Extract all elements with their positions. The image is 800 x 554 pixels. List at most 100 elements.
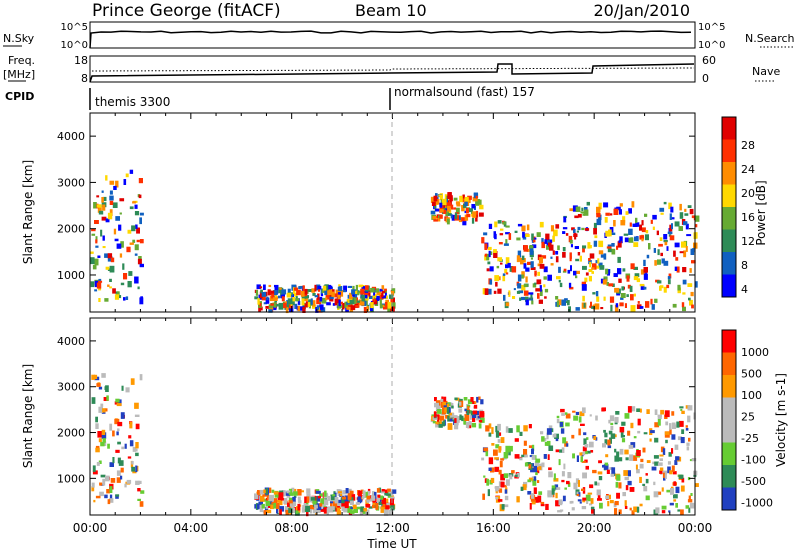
heatmap-cell [562,247,566,252]
heatmap-cell [388,491,394,496]
heatmap-cell [502,273,506,276]
heatmap-cell [101,432,107,439]
heatmap-cell [270,290,276,296]
heatmap-cell [276,502,280,509]
heatmap-cell [464,415,470,421]
colorbar-swatch [722,229,736,252]
heatmap-cell [274,290,277,296]
heatmap-cell [332,303,336,306]
heatmap-cell [677,509,681,512]
heatmap-cell [530,261,534,268]
heatmap-cell [384,292,387,296]
heatmap-cell [608,283,614,287]
heatmap-cell [494,457,499,460]
heatmap-cell [328,284,332,290]
heatmap-cell [342,490,347,495]
heatmap-cell [366,498,371,502]
heatmap-cell [685,428,689,431]
heatmap-cell [579,411,585,417]
heatmap-cell [681,477,685,483]
heatmap-cell [654,298,658,303]
heatmap-cell [669,423,672,430]
heatmap-cell [109,265,115,273]
heatmap-cell [464,210,467,214]
heatmap-cell [687,205,692,208]
heatmap-cell [507,450,511,456]
heatmap-cell [579,452,583,456]
heatmap-cell [580,423,585,426]
heatmap-cell [532,244,537,249]
heatmap-cell [274,284,279,288]
heatmap-cell [535,458,541,463]
heatmap-cell [486,268,490,272]
heatmap-cell [643,286,647,290]
heatmap-cell [653,455,659,459]
heatmap-cell [633,266,638,270]
heatmap-cell [509,445,513,452]
heatmap-cell [527,491,532,495]
heatmap-cell [541,462,545,468]
heatmap-cell [120,412,125,419]
heatmap-cell [511,266,517,273]
heatmap-cell [91,397,96,404]
heatmap-cell [433,219,438,222]
heatmap-cell [635,217,638,223]
heatmap-cell [120,241,124,248]
heatmap-cell [633,293,636,297]
heatmap-cell [509,266,514,272]
heatmap-cell [593,240,598,247]
heatmap-cell [101,190,104,193]
heatmap-cell [381,490,385,494]
heatmap-cell [449,418,453,422]
heatmap-cell [475,195,478,199]
heatmap-cell [100,403,104,407]
heatmap-cell [584,207,588,211]
heatmap-cell [490,251,493,255]
heatmap-cell [351,289,356,295]
heatmap-cell [598,202,602,210]
heatmap-cell [659,467,664,471]
heatmap-cell [577,214,582,218]
heatmap-cell [681,241,686,248]
heatmap-cell [673,424,677,429]
heatmap-cell [500,481,505,488]
heatmap-cell [444,407,447,413]
heatmap-cell [350,305,356,311]
heatmap-cell [661,510,666,514]
heatmap-cell [305,295,309,299]
y-tick-label: 1000 [57,472,85,485]
heatmap-cell [467,195,472,200]
heatmap-cell [486,253,490,261]
heatmap-cell [504,495,509,501]
heatmap-cell [361,286,366,290]
heatmap-cell [379,304,383,309]
heatmap-cell [435,208,440,212]
heatmap-cell [618,278,622,283]
heatmap-cell [91,486,95,492]
heatmap-cell [519,431,523,436]
heatmap-cell [494,466,500,472]
heatmap-cell [338,284,341,287]
heatmap-cell [286,490,291,494]
heatmap-cell [439,214,443,219]
heatmap-cell [530,293,533,300]
heatmap-cell [573,229,576,234]
heatmap-cell [619,209,622,215]
heatmap-cell [566,443,569,447]
heatmap-cell [505,445,510,453]
heatmap-cell [365,285,369,290]
heatmap-cell [576,455,579,462]
heatmap-cell [619,236,623,244]
heatmap-cell [280,498,284,501]
heatmap-cell [117,291,120,296]
heatmap-cell [322,504,326,508]
heatmap-cell [544,239,547,244]
heatmap-cell [684,208,687,212]
heatmap-cell [301,507,305,513]
heatmap-cell [109,423,113,431]
heatmap-cell [439,420,442,424]
heatmap-cell [679,251,684,254]
heatmap-cell [521,296,525,301]
heatmap-cell [521,271,525,278]
